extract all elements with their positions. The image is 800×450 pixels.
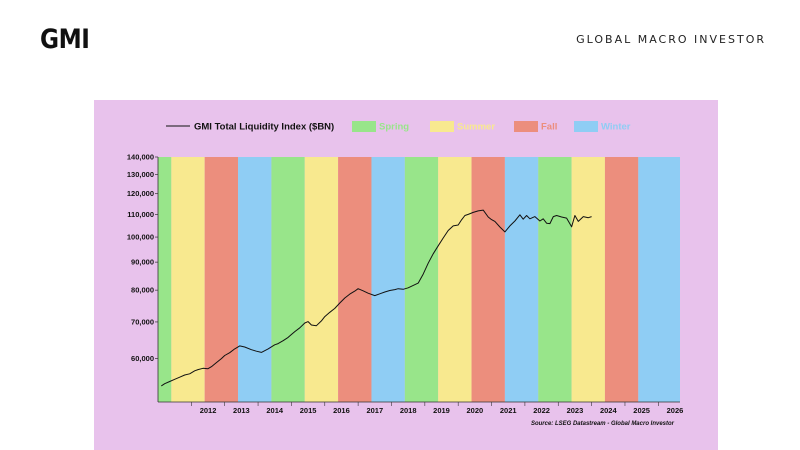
legend-swatch-fall xyxy=(514,121,538,132)
series-layer xyxy=(161,209,592,387)
season-band-fall-6 xyxy=(338,157,372,402)
gmi-logo: GMI xyxy=(40,24,90,55)
x-tick-label: 2018 xyxy=(400,406,417,415)
y-tick-label: 140,000 xyxy=(127,153,154,162)
season-band-fall-2 xyxy=(204,157,239,402)
y-tick-label: 70,000 xyxy=(131,317,154,326)
season-band-spring-4 xyxy=(271,157,305,402)
x-tick-label: 2017 xyxy=(366,406,383,415)
x-tick-label: 2022 xyxy=(533,406,550,415)
legend-swatch-spring xyxy=(352,121,376,132)
season-band-spring-8 xyxy=(404,157,439,402)
x-tick-label: 2025 xyxy=(633,406,650,415)
legend-label-liquidity-index: GMI Total Liquidity Index ($BN) xyxy=(194,122,334,133)
season-band-spring-12 xyxy=(538,157,572,402)
x-tick-label: 2024 xyxy=(600,406,618,415)
liquidity-chart: GMI Total Liquidity Index ($BN) Spring Sum… xyxy=(127,121,684,427)
season-bands xyxy=(158,157,680,402)
y-tick-label: 80,000 xyxy=(131,286,154,295)
season-band-winter-11 xyxy=(504,157,539,402)
x-tick-label: 2012 xyxy=(200,406,217,415)
y-tick-label: 110,000 xyxy=(127,210,154,219)
x-tick-label: 2014 xyxy=(266,406,284,415)
x-tick-label: 2023 xyxy=(567,406,584,415)
x-tick-label: 2020 xyxy=(467,406,484,415)
season-band-summer-13 xyxy=(571,157,605,402)
x-tick-label: 2021 xyxy=(500,406,517,415)
x-axis: 2012 2013 2014 2015 2016 2017 2018 2019 2020 2021… xyxy=(158,401,684,415)
season-band-fall-10 xyxy=(471,157,505,402)
y-tick-label: 120,000 xyxy=(127,189,154,198)
x-tick-label: 2015 xyxy=(300,406,317,415)
season-band-winter-7 xyxy=(371,157,405,402)
legend-label-fall: Fall xyxy=(541,122,557,133)
legend-swatch-winter xyxy=(574,121,598,132)
season-band-spring-0 xyxy=(158,157,172,402)
series-line-liquidity-index xyxy=(161,209,592,387)
season-band-summer-5 xyxy=(304,157,339,402)
x-tick-label: 2026 xyxy=(667,406,684,415)
legend-label-spring: Spring xyxy=(379,122,409,133)
y-tick-label: 130,000 xyxy=(127,170,154,179)
season-band-winter-3 xyxy=(238,157,272,402)
y-tick-label: 60,000 xyxy=(131,354,154,363)
brand-title: GLOBAL MACRO INVESTOR xyxy=(576,33,766,46)
x-tick-label: 2013 xyxy=(233,406,250,415)
x-tick-label: 2019 xyxy=(433,406,450,415)
source-note: Source: LSEG Datastream - Global Macro I… xyxy=(531,421,675,427)
y-tick-label: 90,000 xyxy=(131,258,154,267)
chart-panel: GMI Total Liquidity Index ($BN) Spring Sum… xyxy=(94,100,718,450)
y-axis: 60,000 70,000 80,000 90,000 100,000 110,000 12… xyxy=(127,153,159,402)
season-band-winter-15 xyxy=(638,157,680,402)
legend-swatch-summer xyxy=(430,121,454,132)
y-tick-label: 100,000 xyxy=(127,233,154,242)
legend-label-winter: Winter xyxy=(601,122,631,133)
legend-label-summer: Summer xyxy=(457,122,495,133)
chart-legend: GMI Total Liquidity Index ($BN) Spring Sum… xyxy=(166,121,631,133)
season-band-fall-14 xyxy=(604,157,639,402)
season-band-summer-1 xyxy=(171,157,205,402)
season-band-summer-9 xyxy=(438,157,472,402)
x-tick-label: 2016 xyxy=(333,406,350,415)
